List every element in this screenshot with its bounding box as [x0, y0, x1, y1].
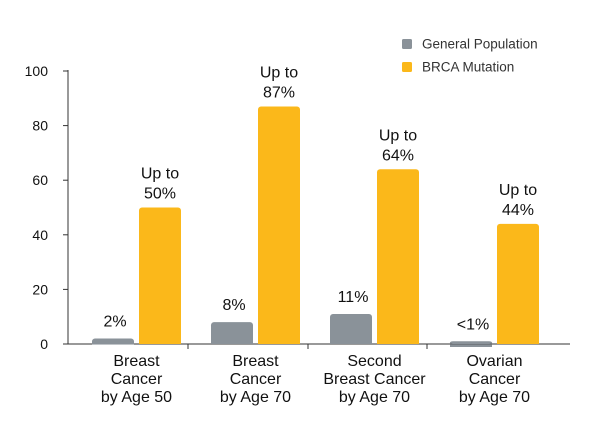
category-label: by Age 70 — [339, 389, 410, 406]
category-label: Cancer — [111, 371, 163, 388]
bar-general-population-base — [92, 341, 134, 345]
y-tick-label: 20 — [32, 281, 48, 297]
bar-general-population-base — [211, 341, 253, 344]
legend-label: General Population — [422, 37, 538, 52]
data-label-brca-prefix: Up to — [499, 182, 537, 199]
bar-brca-mutation-base — [139, 340, 181, 344]
bar-general-population — [450, 341, 492, 344]
legend-swatch — [402, 62, 412, 72]
y-tick-label: 60 — [32, 172, 48, 188]
data-label-brca-value: 44% — [502, 202, 534, 219]
data-label-brca-value: 87% — [263, 84, 295, 101]
category-label: by Age 70 — [459, 389, 530, 406]
category-label: Cancer — [230, 371, 282, 388]
bar-brca-mutation — [377, 169, 419, 344]
category-label: by Age 70 — [220, 389, 291, 406]
bar-general-population — [211, 322, 253, 344]
bar-brca-mutation-base — [497, 340, 539, 344]
category-label: Breast — [232, 353, 279, 370]
category-label: Cancer — [469, 371, 521, 388]
bar-brca-mutation — [497, 223, 539, 344]
category-label: by Age 50 — [101, 389, 172, 406]
data-label-brca-prefix: Up to — [260, 64, 298, 81]
data-label-brca-prefix: Up to — [379, 127, 417, 144]
data-label-general-population: <1% — [457, 316, 489, 333]
bar-brca-mutation-base — [258, 340, 300, 344]
y-tick-label: 40 — [32, 227, 48, 243]
y-tick-label: 0 — [40, 336, 48, 352]
legend-label: BRCA Mutation — [422, 60, 514, 75]
data-label-general-population: 8% — [222, 297, 245, 314]
y-tick-label: 80 — [32, 118, 48, 134]
bar-general-population — [330, 313, 372, 344]
bar-general-population-base — [330, 341, 372, 344]
bar-brca-mutation-base — [377, 340, 419, 344]
bar-brca-mutation — [258, 106, 300, 345]
data-label-general-population: 11% — [338, 289, 369, 306]
y-tick-label: 100 — [25, 63, 49, 79]
category-label: Second — [347, 353, 401, 370]
category-label: Breast Cancer — [323, 371, 426, 388]
category-label: Ovarian — [466, 353, 522, 370]
data-label-general-population: 2% — [103, 314, 126, 331]
data-label-brca-prefix: Up to — [141, 166, 179, 183]
category-label: Breast — [113, 353, 160, 370]
data-label-brca-value: 64% — [382, 147, 414, 164]
data-label-brca-value: 50% — [144, 186, 176, 203]
bar-brca-mutation — [139, 207, 181, 344]
legend-swatch — [402, 39, 412, 49]
bar-general-population-base — [450, 344, 492, 347]
